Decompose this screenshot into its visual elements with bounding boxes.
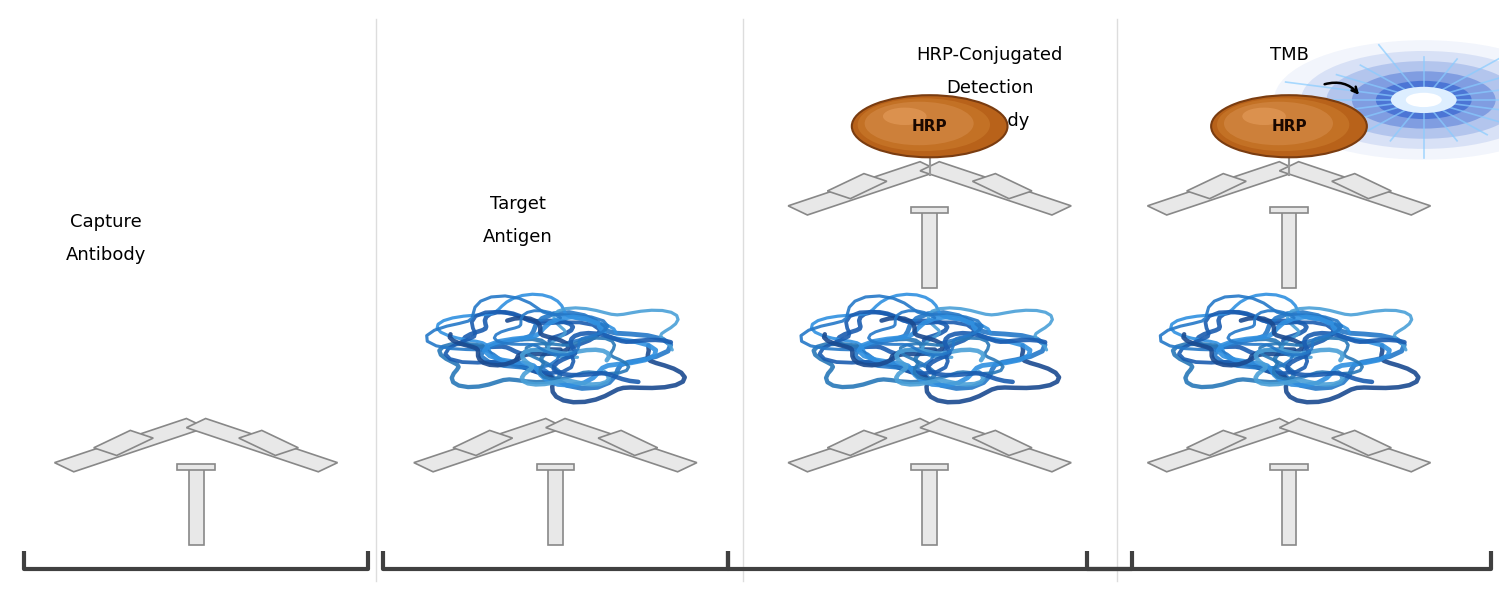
- Text: TMB: TMB: [1269, 46, 1308, 64]
- Polygon shape: [910, 464, 948, 470]
- Polygon shape: [922, 211, 938, 288]
- Circle shape: [1224, 102, 1334, 145]
- Polygon shape: [1186, 430, 1246, 455]
- Circle shape: [1274, 40, 1500, 160]
- Polygon shape: [537, 464, 574, 470]
- Polygon shape: [1281, 211, 1296, 288]
- Text: Capture: Capture: [70, 214, 142, 232]
- Polygon shape: [186, 419, 338, 472]
- Polygon shape: [1186, 173, 1246, 199]
- Polygon shape: [54, 419, 206, 472]
- Circle shape: [1216, 98, 1350, 151]
- Circle shape: [1376, 81, 1472, 119]
- Polygon shape: [238, 430, 298, 455]
- Polygon shape: [1280, 419, 1431, 472]
- Polygon shape: [972, 173, 1032, 199]
- Text: HRP: HRP: [912, 119, 948, 134]
- Circle shape: [852, 95, 1008, 157]
- Polygon shape: [1148, 419, 1299, 472]
- Polygon shape: [177, 464, 214, 470]
- Circle shape: [1242, 107, 1286, 125]
- Text: Antibody: Antibody: [66, 246, 147, 264]
- Polygon shape: [453, 430, 513, 455]
- Polygon shape: [1270, 208, 1308, 214]
- Polygon shape: [598, 430, 657, 455]
- Polygon shape: [93, 430, 153, 455]
- Circle shape: [884, 107, 927, 125]
- Polygon shape: [189, 467, 204, 545]
- Circle shape: [858, 98, 990, 151]
- Polygon shape: [1270, 464, 1308, 470]
- Polygon shape: [1281, 467, 1296, 545]
- Polygon shape: [920, 419, 1071, 472]
- Text: Antibody: Antibody: [950, 112, 1029, 130]
- Text: HRP: HRP: [1270, 119, 1306, 134]
- Circle shape: [1406, 93, 1441, 107]
- Polygon shape: [1332, 173, 1392, 199]
- Polygon shape: [1148, 161, 1299, 215]
- Text: Target: Target: [490, 196, 546, 214]
- Text: Antigen: Antigen: [483, 228, 554, 246]
- Circle shape: [1326, 61, 1500, 139]
- Polygon shape: [920, 161, 1071, 215]
- Polygon shape: [548, 467, 562, 545]
- Text: HRP-Conjugated: HRP-Conjugated: [916, 46, 1062, 64]
- Circle shape: [1352, 71, 1496, 128]
- Polygon shape: [972, 430, 1032, 455]
- Polygon shape: [414, 419, 566, 472]
- Polygon shape: [1280, 161, 1431, 215]
- Circle shape: [1390, 87, 1456, 113]
- Text: Detection: Detection: [946, 79, 1034, 97]
- Polygon shape: [828, 430, 886, 455]
- Polygon shape: [910, 208, 948, 214]
- Polygon shape: [828, 173, 886, 199]
- Polygon shape: [788, 419, 939, 472]
- Polygon shape: [1332, 430, 1392, 455]
- Polygon shape: [922, 467, 938, 545]
- Circle shape: [1210, 95, 1366, 157]
- Circle shape: [864, 102, 974, 145]
- Polygon shape: [788, 161, 939, 215]
- Circle shape: [1300, 51, 1500, 149]
- Polygon shape: [546, 419, 698, 472]
